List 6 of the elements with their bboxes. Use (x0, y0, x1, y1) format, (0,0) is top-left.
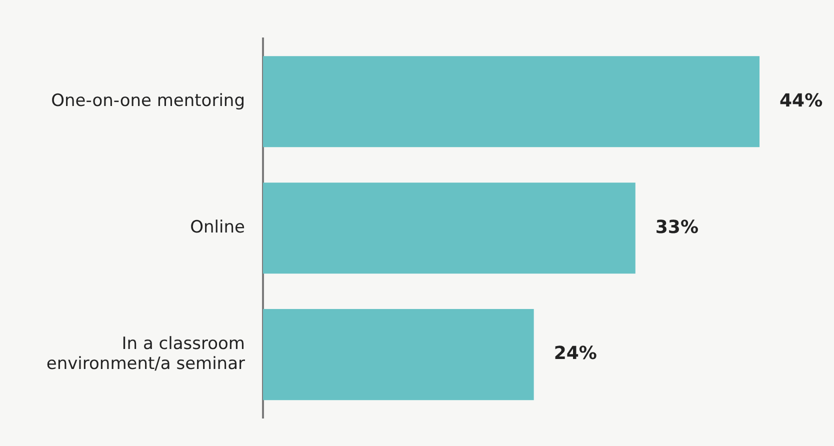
data-label: 44% (780, 90, 823, 112)
y-tick-label: One-on-one mentoring (51, 91, 245, 112)
y-tick-label: In a classroom environment/a seminar (46, 334, 245, 374)
y-tick-label: Online (190, 218, 245, 238)
data-label: 33% (655, 216, 698, 238)
data-label: 24% (554, 343, 597, 364)
